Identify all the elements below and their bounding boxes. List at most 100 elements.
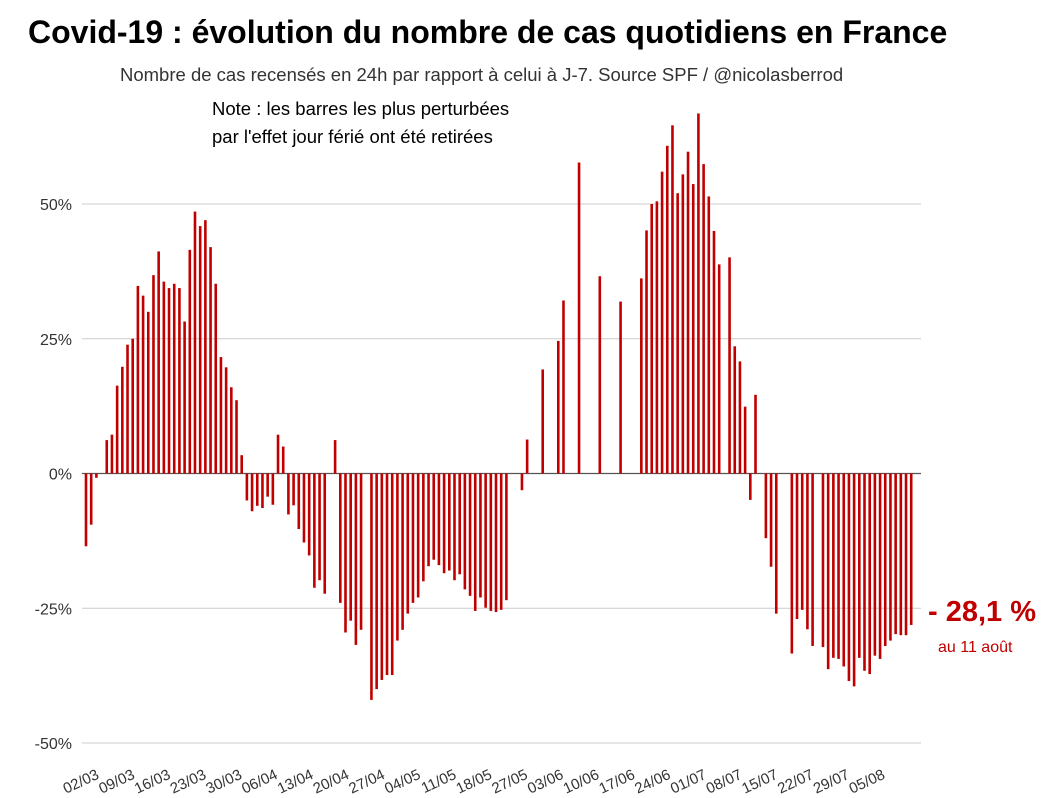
bar xyxy=(520,473,524,491)
y-tick-label: 25% xyxy=(40,332,72,349)
bar xyxy=(712,230,716,474)
bar xyxy=(619,301,622,474)
bar xyxy=(717,264,721,474)
chart-subtitle: Nombre de cas recensés en 24h par rappor… xyxy=(120,64,844,85)
x-tick-label: 04/05 xyxy=(382,766,423,797)
bar xyxy=(484,473,487,608)
bar xyxy=(115,385,119,474)
bar xyxy=(178,288,181,474)
bar xyxy=(401,473,404,630)
x-axis-ticks: 02/0309/0316/0323/0330/0306/0413/0420/04… xyxy=(60,766,887,797)
bar xyxy=(349,473,352,621)
bar xyxy=(707,196,711,474)
bar xyxy=(162,281,166,474)
bar xyxy=(84,473,88,547)
latest-value-callout: - 28,1 % xyxy=(928,596,1036,628)
bar xyxy=(354,473,358,645)
bar xyxy=(842,473,846,667)
bar xyxy=(344,473,347,633)
bar xyxy=(261,473,264,508)
bar xyxy=(878,473,882,659)
bar xyxy=(172,283,176,474)
bar xyxy=(821,473,825,648)
bar xyxy=(406,473,410,614)
bar xyxy=(790,473,794,654)
chart-note-line-2: par l'effet jour férié ont été retirées xyxy=(212,126,493,147)
latest-value-date: au 11 août xyxy=(938,639,1013,656)
bar xyxy=(95,473,98,478)
bar xyxy=(411,473,415,603)
bar xyxy=(811,473,814,646)
bar xyxy=(665,145,669,474)
bar xyxy=(89,473,93,525)
bar xyxy=(313,473,316,588)
bar xyxy=(468,473,472,596)
bar xyxy=(743,406,747,474)
bar xyxy=(650,204,654,474)
bar xyxy=(889,473,892,641)
bars xyxy=(84,113,913,700)
bar xyxy=(489,473,493,611)
bar xyxy=(577,162,581,474)
bar xyxy=(281,446,285,474)
bar xyxy=(245,473,249,501)
bar xyxy=(359,473,363,630)
bar xyxy=(136,285,140,474)
bar xyxy=(318,473,321,581)
bar xyxy=(655,201,659,474)
bar xyxy=(738,361,742,474)
bar xyxy=(422,473,425,582)
bar xyxy=(728,257,731,474)
bar xyxy=(302,473,306,543)
bar xyxy=(370,473,373,700)
bar xyxy=(250,473,254,512)
bar xyxy=(832,473,835,658)
bar xyxy=(800,473,804,610)
bar xyxy=(271,473,275,505)
bar xyxy=(858,473,861,658)
bar xyxy=(774,473,778,614)
bar xyxy=(598,276,602,474)
bar xyxy=(448,473,451,571)
bar xyxy=(333,440,337,474)
bar xyxy=(749,473,752,500)
y-tick-label: -50% xyxy=(35,736,72,753)
bar xyxy=(240,455,243,474)
bar xyxy=(640,278,643,474)
bar xyxy=(396,473,399,641)
bar xyxy=(323,473,327,594)
bar xyxy=(676,193,679,474)
bar xyxy=(193,211,197,474)
bar xyxy=(826,473,830,670)
bar xyxy=(105,440,109,474)
chart-title: Covid-19 : évolution du nombre de cas qu… xyxy=(28,14,948,50)
bar xyxy=(390,473,394,676)
bar xyxy=(385,473,389,676)
bar xyxy=(733,346,737,474)
bar xyxy=(204,220,207,474)
bar xyxy=(224,367,228,474)
bar xyxy=(198,226,202,474)
bar xyxy=(126,344,129,474)
bar xyxy=(131,338,135,474)
bar xyxy=(375,473,378,690)
bar xyxy=(505,473,508,601)
bar xyxy=(681,174,685,474)
bar xyxy=(110,434,114,474)
bar xyxy=(188,249,192,474)
bar xyxy=(806,473,809,630)
bar xyxy=(660,171,664,474)
bar xyxy=(230,387,233,474)
bar xyxy=(686,151,690,474)
bar xyxy=(141,295,145,474)
bar xyxy=(214,283,218,474)
bar xyxy=(437,473,441,566)
bar xyxy=(292,473,295,506)
bar xyxy=(904,473,908,636)
bar xyxy=(307,473,311,556)
bar xyxy=(863,473,866,671)
bar xyxy=(276,434,280,474)
bar xyxy=(458,473,461,575)
bar xyxy=(645,230,648,474)
bar xyxy=(525,439,529,474)
